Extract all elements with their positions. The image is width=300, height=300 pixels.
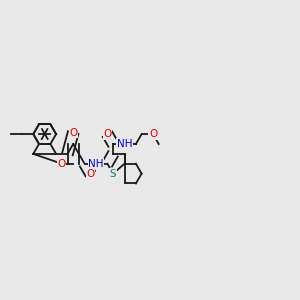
Text: O: O — [86, 169, 94, 178]
Text: S: S — [110, 169, 116, 178]
Text: O: O — [149, 129, 157, 139]
Text: NH: NH — [117, 139, 132, 149]
Text: O: O — [69, 128, 77, 138]
Text: O: O — [103, 129, 112, 139]
Text: O: O — [58, 159, 66, 169]
Text: NH: NH — [88, 159, 104, 169]
